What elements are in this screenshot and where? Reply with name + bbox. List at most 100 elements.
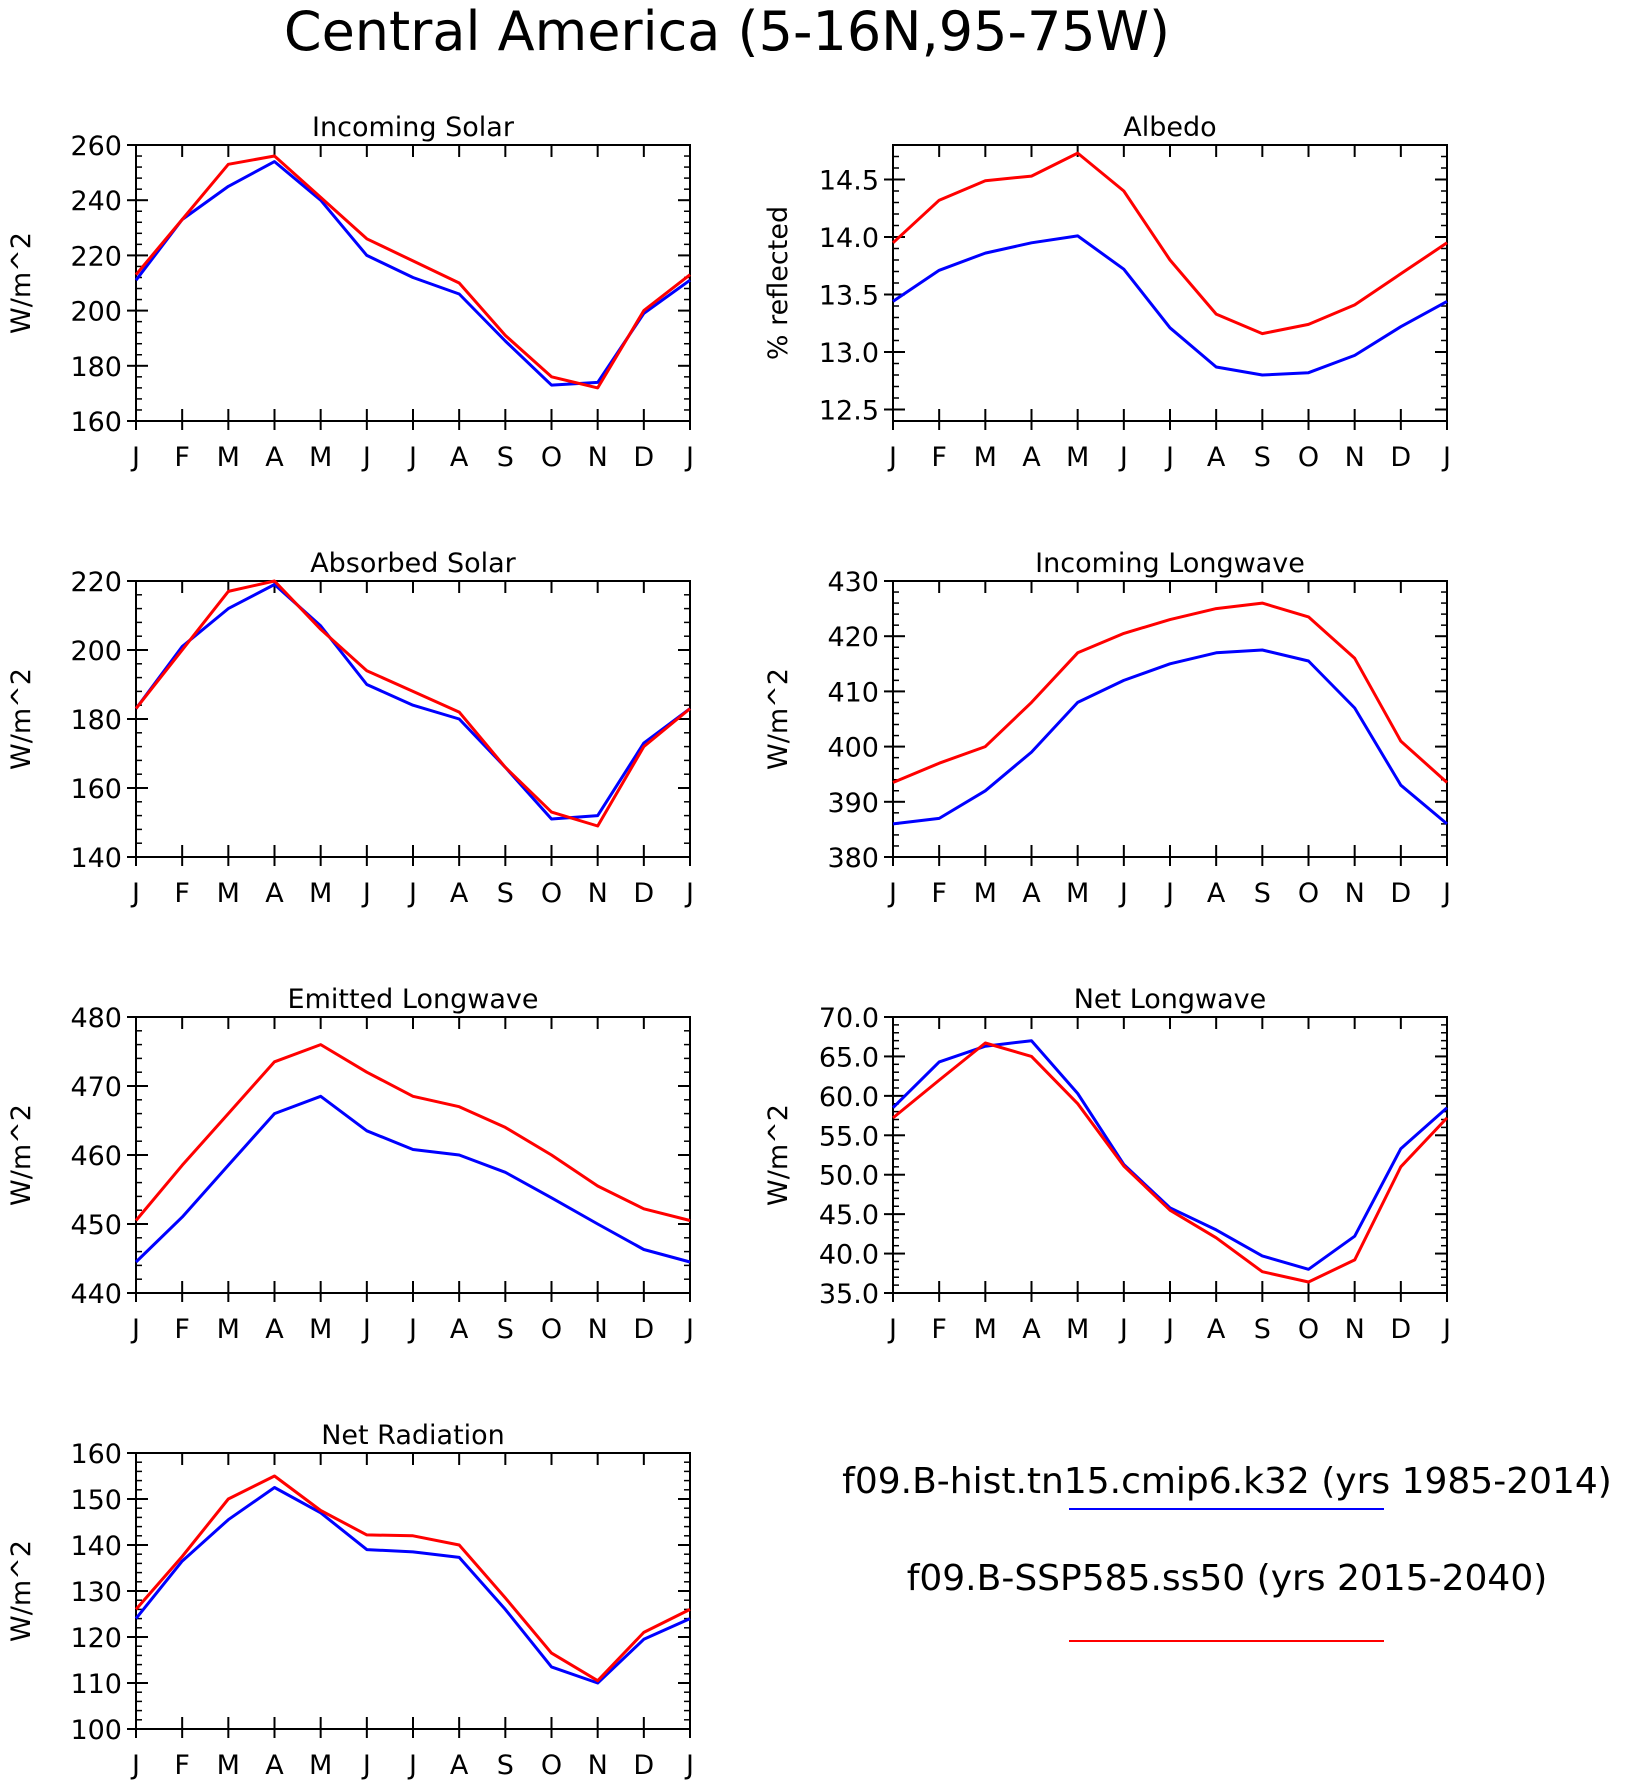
panel-absorbed-solar-xtick-label: M (309, 878, 332, 909)
panel-net-radiation-xtick-label: S (497, 1750, 514, 1781)
panel-net-longwave-ytick-label: 40.0 (819, 1240, 879, 1271)
panel-albedo-xtick-label: J (1441, 442, 1451, 473)
panel-incoming-solar-xtick-label: N (588, 442, 608, 473)
panel-absorbed-solar-ylabel: W/m^2 (6, 668, 37, 770)
panel-emitted-longwave-ytick-label: 450 (70, 1210, 122, 1241)
panel-absorbed-solar-frame (135, 580, 691, 858)
panel-albedo-xtick-label: M (1066, 442, 1089, 473)
panel-absorbed-solar-ytick-label: 160 (70, 774, 122, 805)
panel-absorbed-solar-xtick-label: J (684, 878, 694, 909)
panel-emitted-longwave-xtick-label: F (174, 1314, 190, 1345)
panel-emitted-longwave-xtick-label: A (450, 1314, 469, 1345)
panel-absorbed-solar-series-ssp-line (134, 579, 691, 828)
panel-albedo-xtick-label: J (887, 442, 897, 473)
panel-albedo-xtick-label: A (1207, 442, 1226, 473)
panel-net-radiation-xtick-label: A (450, 1750, 469, 1781)
panel-absorbed-solar-xtick-label: D (633, 878, 654, 909)
panel-incoming-longwave-ytick-label: 400 (827, 733, 879, 764)
panel-albedo-ylabel: % reflected (763, 206, 794, 360)
panel-incoming-longwave-ytick-label: 430 (827, 567, 879, 598)
panel-net-radiation-xtick-label: F (174, 1750, 190, 1781)
panel-net-radiation-ytick-label: 110 (70, 1669, 122, 1700)
panel-incoming-solar-series-ssp-line (134, 154, 691, 390)
panel-net-longwave-xtick-label: D (1390, 1314, 1411, 1345)
panel-incoming-longwave-xtick-label: J (887, 878, 897, 909)
panel-net-radiation-ytick-label: 140 (70, 1531, 122, 1562)
panel-absorbed-solar-ytick-label: 200 (70, 636, 122, 667)
panel-albedo-xtick-label: J (1118, 442, 1128, 473)
panel-net-radiation-title: Net Radiation (321, 1420, 505, 1451)
panel-net-longwave-ytick-label: 55.0 (819, 1121, 879, 1152)
panel-absorbed-solar-xtick-label: A (450, 878, 469, 909)
panel-absorbed-solar-ytick-label: 180 (70, 705, 122, 736)
panel-emitted-longwave-series-ssp-line (134, 1043, 691, 1222)
panel-incoming-solar-xtick-label: J (361, 442, 371, 473)
panel-incoming-longwave-frame (892, 580, 1448, 858)
panel-net-radiation-ylabel: W/m^2 (6, 1540, 37, 1642)
panel-net-radiation-series-hist-line (134, 1486, 691, 1685)
panel-net-longwave-xtick-label: M (1066, 1314, 1089, 1345)
panel-albedo-frame (892, 144, 1448, 422)
panel-net-radiation-ytick-label: 120 (70, 1623, 122, 1654)
figure-title: Central America (5-16N,95-75W) (284, 0, 1170, 63)
panel-albedo-ytick-label: 12.5 (819, 396, 879, 427)
panel-incoming-longwave-xtick-label: J (1118, 878, 1128, 909)
panel-absorbed-solar-xtick-label: A (265, 878, 284, 909)
panel-incoming-longwave-xtick-label: A (1022, 878, 1041, 909)
panel-net-longwave-xtick-label: J (1164, 1314, 1174, 1345)
panel-incoming-longwave-xtick-label: N (1345, 878, 1365, 909)
panel-incoming-solar-ytick-label: 160 (70, 407, 122, 438)
panel-incoming-longwave-xtick-label: M (1066, 878, 1089, 909)
panel-incoming-solar-ytick-label: 180 (70, 352, 122, 383)
panel-emitted-longwave-xtick-label: S (497, 1314, 514, 1345)
panel-incoming-longwave-ytick-label: 410 (827, 677, 879, 708)
panel-net-longwave-xtick-label: M (974, 1314, 997, 1345)
panel-incoming-solar-ytick-label: 220 (70, 241, 122, 272)
panel-emitted-longwave-ylabel: W/m^2 (6, 1104, 37, 1206)
panel-emitted-longwave-xtick-label: J (684, 1314, 694, 1345)
panel-net-longwave-frame (892, 1016, 1448, 1294)
panel-albedo-ytick-label: 14.0 (819, 223, 879, 254)
panel-emitted-longwave-ytick-label: 440 (70, 1279, 122, 1310)
panel-emitted-longwave-xtick-label: D (633, 1314, 654, 1345)
panel-net-longwave-ytick-label: 50.0 (819, 1161, 879, 1192)
panel-net-radiation-xtick-label: D (633, 1750, 654, 1781)
panel-emitted-longwave-xtick-label: J (407, 1314, 417, 1345)
panel-emitted-longwave-xtick-label: A (265, 1314, 284, 1345)
panel-incoming-solar-xtick-label: D (633, 442, 654, 473)
panel-incoming-solar-series-hist-line (134, 160, 691, 387)
panel-net-longwave-ytick-label: 70.0 (819, 1003, 879, 1034)
panel-incoming-solar-title: Incoming Solar (312, 112, 515, 143)
panel-net-radiation-ytick-label: 150 (70, 1485, 122, 1516)
panel-net-longwave-ylabel: W/m^2 (763, 1104, 794, 1206)
panel-albedo-xtick-label: M (974, 442, 997, 473)
panel-incoming-longwave-title: Incoming Longwave (1035, 548, 1305, 579)
panel-incoming-longwave-xtick-label: A (1207, 878, 1226, 909)
panel-net-longwave-ytick-label: 65.0 (819, 1042, 879, 1073)
panel-emitted-longwave-xtick-label: N (588, 1314, 608, 1345)
panel-net-radiation-series-ssp-line (134, 1474, 691, 1683)
panel-incoming-longwave-ytick-label: 420 (827, 622, 879, 653)
panel-emitted-longwave-title: Emitted Longwave (288, 984, 539, 1015)
panel-albedo-xtick-label: F (931, 442, 947, 473)
panel-incoming-solar-ytick-label: 200 (70, 297, 122, 328)
panel-net-radiation-xtick-label: N (588, 1750, 608, 1781)
panel-net-longwave-series-ssp-line (892, 1041, 1449, 1284)
panel-absorbed-solar-xtick-label: N (588, 878, 608, 909)
panel-albedo-ytick-label: 13.0 (819, 338, 879, 369)
panel-absorbed-solar-ytick-label: 140 (70, 843, 122, 874)
panel-emitted-longwave-series-hist-line (134, 1094, 691, 1264)
panel-net-longwave-xtick-label: A (1022, 1314, 1041, 1345)
panel-net-radiation-xtick-label: O (541, 1750, 562, 1781)
panel-net-longwave-title: Net Longwave (1074, 984, 1267, 1015)
panel-incoming-solar-ylabel: W/m^2 (6, 232, 37, 334)
panel-albedo-xtick-label: A (1022, 442, 1041, 473)
panel-incoming-solar-xtick-label: O (541, 442, 562, 473)
panel-net-longwave-series-hist-line (891, 1039, 1448, 1271)
panel-albedo-xtick-label: N (1345, 442, 1365, 473)
